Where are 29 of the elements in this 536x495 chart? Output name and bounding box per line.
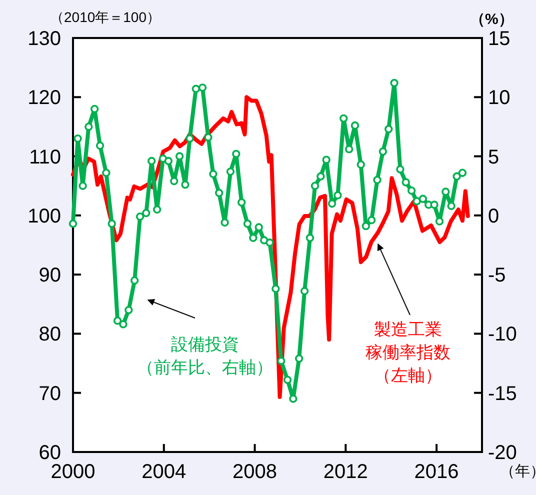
x-tick-label: 2000 bbox=[50, 461, 96, 483]
annotation: （左軸） bbox=[374, 366, 442, 385]
y2-tick-label: 0 bbox=[488, 205, 500, 228]
y2-tick-label: -20 bbox=[488, 442, 517, 464]
x-axis-title: （年） bbox=[500, 463, 536, 480]
y2-tick-label: -10 bbox=[488, 324, 517, 346]
x-tick-label: 2012 bbox=[323, 461, 368, 483]
annotation: （前年比、右軸） bbox=[137, 358, 273, 377]
y2-tick-label: 5 bbox=[488, 146, 500, 168]
y-tick-label: 130 bbox=[28, 28, 61, 50]
y-tick-label: 80 bbox=[38, 324, 61, 346]
y-axis-title: （2010年＝100） bbox=[50, 9, 161, 25]
y-tick-label: 90 bbox=[38, 264, 61, 287]
annotation: 製造工業 bbox=[374, 320, 442, 339]
x-tick-label: 2016 bbox=[414, 461, 459, 483]
y2-tick-label: -15 bbox=[488, 382, 517, 405]
y2-tick-label: -5 bbox=[488, 264, 506, 287]
x-tick-label: 2004 bbox=[142, 461, 186, 483]
y2-tick-label: 15 bbox=[488, 28, 510, 50]
y-tick-label: 100 bbox=[28, 205, 61, 228]
y2-axis-title: （%） bbox=[470, 11, 514, 28]
annotation: 設備投資 bbox=[171, 335, 239, 354]
y-tick-label: 60 bbox=[38, 442, 61, 464]
y-tick-label: 120 bbox=[28, 87, 61, 110]
y2-tick-label: 10 bbox=[488, 87, 510, 110]
y-tick-label: 110 bbox=[29, 146, 61, 168]
y-tick-label: 70 bbox=[38, 382, 61, 405]
annotation: 稼働率指数 bbox=[366, 343, 450, 362]
x-tick-label: 2008 bbox=[232, 461, 278, 483]
